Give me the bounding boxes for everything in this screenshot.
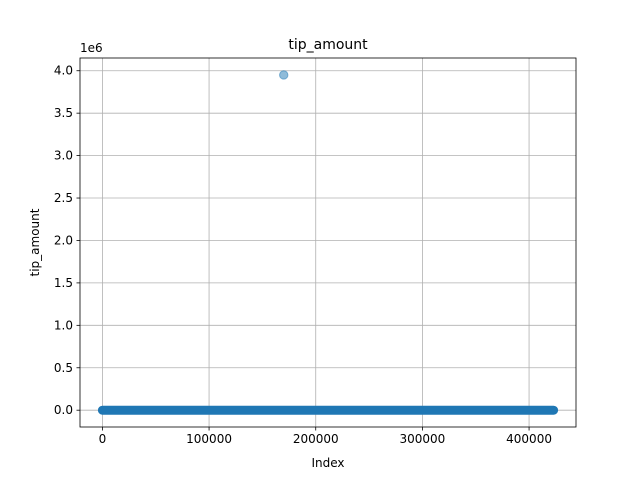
y-tick-label: 0.0 — [54, 403, 73, 417]
axis-ticks: 0 100000 200000 300000 400000 0.0 0.5 1.0 1.5 2.0… — [54, 64, 552, 446]
chart-title: tip_amount — [288, 37, 368, 53]
y-axis-label: tip_amount — [28, 208, 42, 276]
axes-frame — [79, 57, 577, 428]
y-tick-label: 1.0 — [54, 318, 73, 332]
y-tick-label: 0.5 — [54, 361, 73, 375]
grid-lines — [80, 58, 576, 427]
y-tick-label: 2.0 — [54, 233, 73, 247]
y-tick-label: 1.5 — [54, 276, 73, 290]
y-tick-label: 4.0 — [54, 64, 73, 78]
data-markers — [97, 70, 559, 415]
x-tick-label: 100000 — [186, 432, 232, 446]
x-tick-label: 400000 — [506, 432, 552, 446]
x-tick-label: 200000 — [293, 432, 339, 446]
y-tick-label: 3.0 — [54, 149, 73, 163]
x-tick-label: 0 — [99, 432, 107, 446]
x-axis-label: Index — [311, 456, 344, 470]
y-axis-offset-text: 1e6 — [80, 41, 103, 55]
y-tick-label: 2.5 — [54, 191, 73, 205]
x-tick-label: 300000 — [399, 432, 445, 446]
y-tick-label: 3.5 — [54, 106, 73, 120]
data-point — [279, 70, 289, 80]
